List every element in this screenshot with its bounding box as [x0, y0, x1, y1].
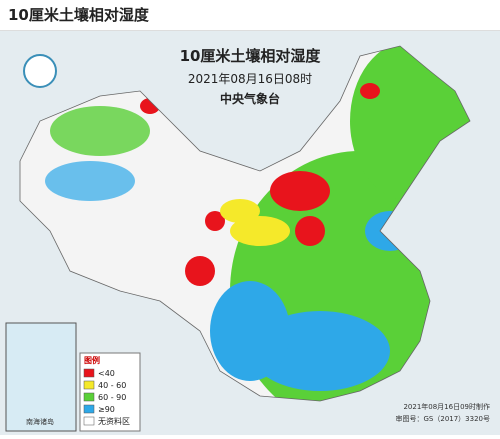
legend-swatch: [83, 404, 95, 414]
legend-label: 60 - 90: [98, 393, 126, 402]
border: [19, 45, 471, 402]
footer-text: 审图号：GS（2017）3320号: [396, 414, 491, 423]
legend-label: <40: [98, 369, 115, 378]
legend-label: 无资料区: [98, 416, 130, 426]
legend-swatch: [83, 392, 95, 402]
map-subtitle: 2021年08月16日08时: [188, 72, 312, 86]
legend-swatch: [83, 380, 95, 390]
legend-label: ≥90: [98, 405, 115, 414]
inset-label: 南海诸岛: [26, 417, 54, 426]
legend-swatch: [83, 368, 95, 378]
page-title: 10厘米土壤相对湿度: [0, 0, 500, 31]
legend: 图例 <40 40 - 60 60 - 90 ≥90 无资料区: [79, 352, 141, 432]
inset: [5, 322, 77, 432]
legend-swatch: [83, 416, 95, 426]
logo: [23, 54, 57, 88]
map-title: 10厘米土壤相对湿度: [180, 47, 322, 65]
map-agency: 中央气象台: [220, 91, 280, 106]
map: 10厘米土壤相对湿度 2021年08月16日08时 中央气象台 南海诸岛 图例 …: [0, 31, 500, 435]
legend-title: 图例: [84, 355, 100, 365]
footer-text: 2021年08月16日09时制作: [403, 402, 490, 411]
legend-label: 40 - 60: [98, 381, 126, 390]
